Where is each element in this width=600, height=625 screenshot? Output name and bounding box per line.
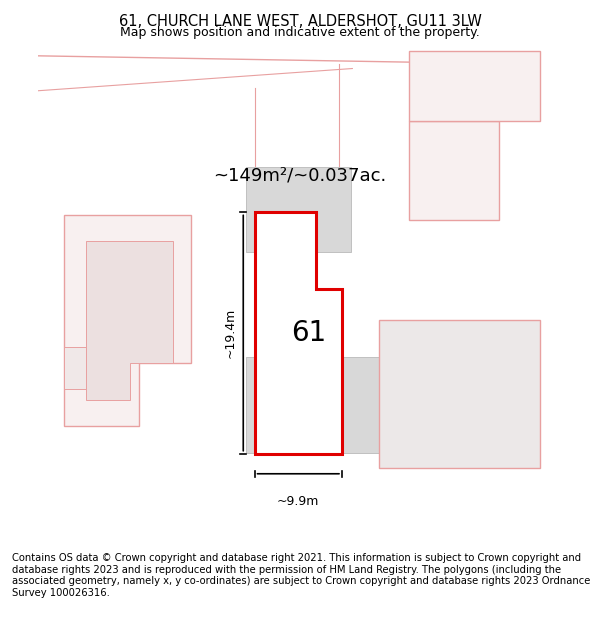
Polygon shape: [86, 241, 173, 400]
Polygon shape: [409, 121, 499, 220]
Polygon shape: [246, 357, 380, 452]
Polygon shape: [409, 51, 540, 121]
Polygon shape: [64, 347, 86, 389]
Polygon shape: [246, 167, 350, 252]
Polygon shape: [64, 214, 191, 426]
Text: ~149m²/~0.037ac.: ~149m²/~0.037ac.: [214, 166, 386, 184]
Polygon shape: [379, 321, 540, 469]
Text: Map shows position and indicative extent of the property.: Map shows position and indicative extent…: [120, 26, 480, 39]
Polygon shape: [254, 213, 342, 454]
Text: 61, CHURCH LANE WEST, ALDERSHOT, GU11 3LW: 61, CHURCH LANE WEST, ALDERSHOT, GU11 3L…: [119, 14, 481, 29]
Text: ~19.4m: ~19.4m: [224, 308, 236, 358]
Text: 61: 61: [291, 319, 326, 347]
Text: ~9.9m: ~9.9m: [277, 495, 319, 508]
Text: Contains OS data © Crown copyright and database right 2021. This information is : Contains OS data © Crown copyright and d…: [12, 553, 590, 598]
